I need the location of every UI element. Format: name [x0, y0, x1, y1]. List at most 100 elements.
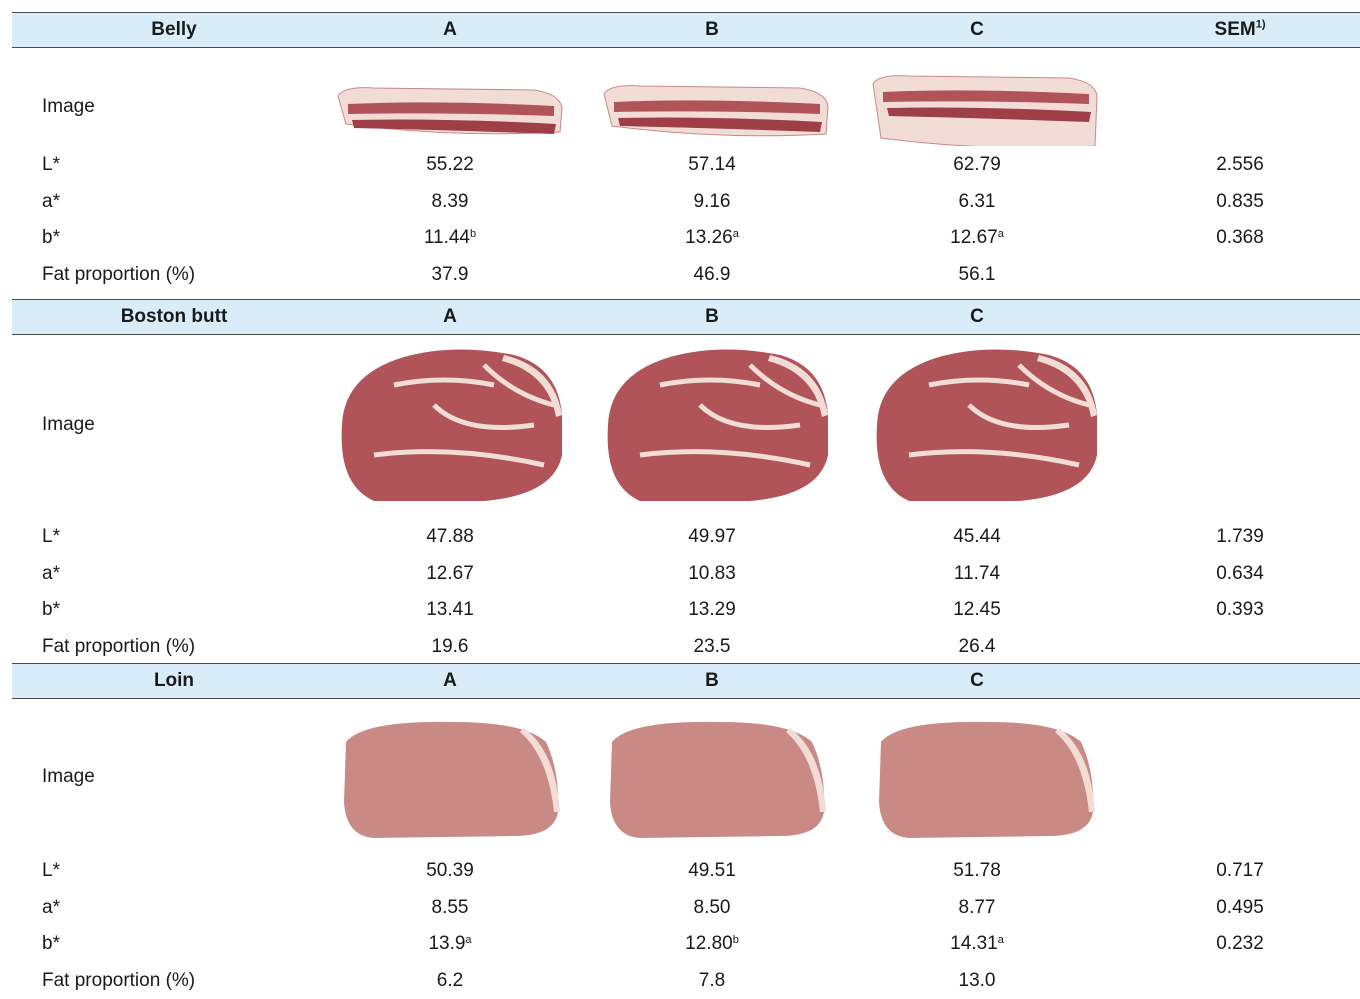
significance-marker: b [470, 228, 477, 240]
section-name: Loin [74, 664, 274, 698]
significance-marker: a [465, 934, 472, 946]
meat-photo-butt-b [600, 345, 832, 505]
cell-b: 57.14 [622, 147, 802, 183]
cell-value: 26.4 [958, 635, 996, 657]
cell-c: 51.78 [887, 853, 1067, 889]
meat-photo-butt-c [869, 345, 1101, 505]
row-label: a* [42, 562, 60, 584]
cell-a: 37.9 [360, 257, 540, 293]
cell-c: 12.45 [887, 592, 1067, 628]
cell-value: 23.5 [693, 635, 731, 657]
cell-value: 13.29 [688, 599, 736, 620]
cell-a: 13.9a [360, 926, 540, 962]
section-name: Belly [74, 13, 274, 47]
sem-footnote-marker: 1) [1255, 18, 1266, 31]
cell-a: 8.39 [360, 184, 540, 220]
cell-b: 8.50 [622, 890, 802, 926]
cell-sem: 1.739 [1150, 519, 1330, 555]
cell-b: 13.26a [622, 220, 802, 256]
meat-photo-belly-a [334, 68, 566, 146]
table-row: L* 47.88 49.97 45.44 1.739 [12, 519, 1360, 555]
row-label: Fat proportion (%) [42, 969, 196, 991]
header-col-b-text: B [705, 19, 719, 40]
cell-value: 0.232 [1216, 933, 1264, 954]
cell-value: 14.31 [950, 933, 998, 954]
cell-c: 8.77 [887, 890, 1067, 926]
cell-value: 57.14 [688, 154, 736, 175]
image-row: Image [12, 712, 1360, 842]
section-header-loin: Loin A B C [12, 663, 1360, 699]
cell-c: 56.1 [887, 257, 1067, 293]
cell-a: 6.2 [360, 963, 540, 999]
cell-a: 12.67 [360, 556, 540, 592]
cell-value: 47.88 [426, 526, 474, 547]
cell-sem: 0.368 [1150, 220, 1330, 256]
cell-b: 49.51 [622, 853, 802, 889]
cell-sem: 0.717 [1150, 853, 1330, 889]
header-col-c-text: C [970, 670, 984, 691]
cell-c: 62.79 [887, 147, 1067, 183]
cell-value: 11.74 [953, 562, 1001, 584]
header-col-b-text: B [705, 306, 719, 327]
meat-photo-belly-b [600, 68, 832, 146]
header-col-sem-text: SEM [1214, 19, 1256, 40]
image-row-label: Image [42, 96, 95, 117]
cell-value: 7.8 [698, 969, 726, 991]
table-row: Fat proportion (%) 37.9 46.9 56.1 [12, 257, 1360, 293]
significance-marker: a [732, 228, 739, 240]
header-col-b: B [622, 664, 802, 698]
cell-value: 2.556 [1216, 154, 1264, 175]
row-label: Fat proportion (%) [42, 635, 196, 657]
image-row-label: Image [42, 414, 95, 435]
cell-b: 7.8 [622, 963, 802, 999]
cell-value: 0.717 [1216, 860, 1264, 881]
cell-c: 12.67a [887, 220, 1067, 256]
meat-photo-butt-a [334, 345, 566, 505]
cell-value: 12.80 [685, 933, 733, 954]
cell-value: 6.2 [436, 969, 464, 991]
cell-value: 13.9 [428, 933, 466, 954]
cell-c: 6.31 [887, 184, 1067, 220]
header-col-b: B [622, 300, 802, 334]
header-col-a-text: A [443, 306, 457, 327]
header-col-c: C [887, 300, 1067, 334]
cell-value: 8.77 [958, 896, 996, 918]
cell-c: 13.0 [887, 963, 1067, 999]
image-row-label: Image [42, 766, 95, 787]
header-col-a: A [360, 300, 540, 334]
header-col-a: A [360, 13, 540, 47]
header-col-c-text: C [970, 19, 984, 40]
cell-value: 0.634 [1216, 562, 1264, 584]
cell-b: 49.97 [622, 519, 802, 555]
cell-value: 12.67 [426, 562, 474, 584]
cell-value: 13.41 [426, 599, 474, 620]
meat-photo-loin-a [334, 712, 566, 842]
row-label: L* [42, 526, 60, 547]
table-row: Fat proportion (%) 6.2 7.8 13.0 [12, 963, 1360, 999]
cell-value: 9.16 [693, 190, 731, 212]
row-label: a* [42, 190, 60, 212]
cell-sem: 0.232 [1150, 926, 1330, 962]
table-row: b* 11.44b 13.26a 12.67a 0.368 [12, 220, 1360, 256]
cell-sem: 0.835 [1150, 184, 1330, 220]
header-col-a-text: A [443, 670, 457, 691]
header-col-b-text: B [705, 670, 719, 691]
section-name-text: Boston butt [120, 306, 228, 327]
cell-value: 13.0 [958, 969, 996, 991]
cell-value: 37.9 [431, 263, 469, 285]
cell-value: 0.835 [1216, 190, 1264, 212]
row-label: L* [42, 860, 60, 881]
cell-value: 11.44 [423, 227, 470, 248]
cell-value: 8.55 [431, 896, 469, 918]
meat-photo-loin-c [869, 712, 1101, 842]
cell-value: 19.6 [431, 635, 469, 657]
table-row: a* 12.67 10.83 11.74 0.634 [12, 556, 1360, 592]
header-col-c: C [887, 664, 1067, 698]
table-row: L* 55.22 57.14 62.79 2.556 [12, 147, 1360, 183]
section-header-belly: Belly A B C SEM1) [12, 12, 1360, 48]
section-name-text: Loin [153, 670, 195, 691]
cell-b: 23.5 [622, 629, 802, 665]
row-label: L* [42, 154, 60, 175]
header-col-sem: SEM1) [1150, 13, 1330, 47]
row-label: a* [42, 896, 60, 918]
